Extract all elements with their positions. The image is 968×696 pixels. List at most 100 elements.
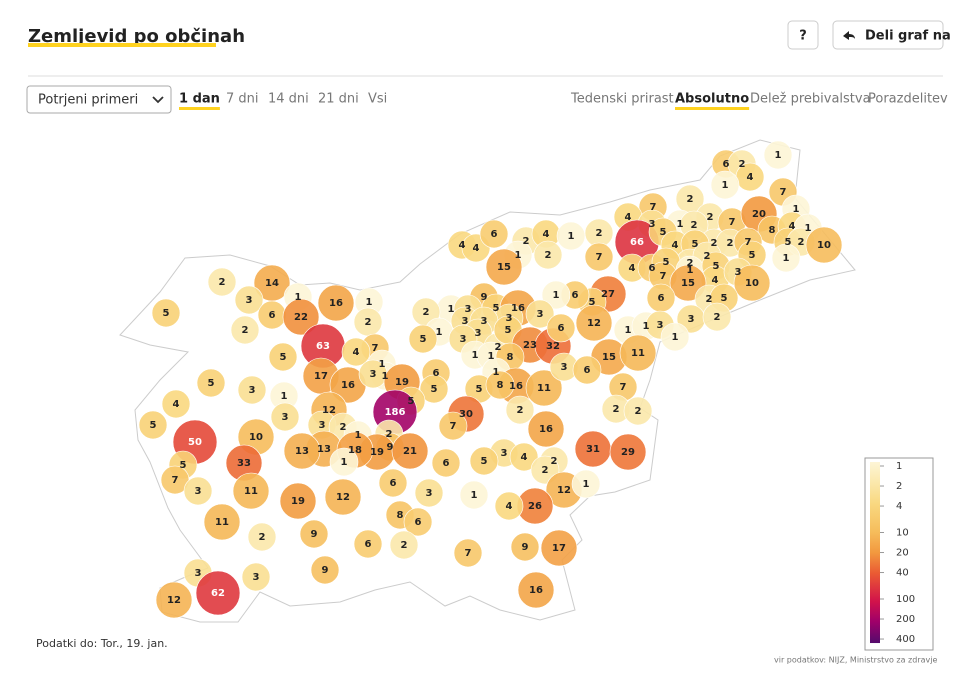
municipality[interactable] bbox=[527, 410, 565, 448]
municipality[interactable] bbox=[299, 519, 329, 549]
municipality[interactable] bbox=[138, 410, 168, 440]
municipality[interactable] bbox=[196, 368, 226, 398]
municipality[interactable] bbox=[232, 472, 270, 510]
measure-tab[interactable]: Tedenski prirast bbox=[570, 92, 674, 107]
measure-tab[interactable]: Porazdelitev bbox=[868, 92, 948, 107]
municipality[interactable] bbox=[771, 243, 801, 273]
municipality[interactable] bbox=[505, 395, 535, 425]
help-label[interactable]: ? bbox=[799, 29, 807, 44]
municipality[interactable] bbox=[571, 469, 601, 499]
municipality[interactable] bbox=[546, 313, 576, 343]
municipality[interactable] bbox=[660, 322, 690, 352]
municipality[interactable] bbox=[282, 298, 320, 336]
municipality[interactable] bbox=[230, 315, 260, 345]
municipality[interactable] bbox=[575, 304, 613, 342]
municipality[interactable] bbox=[517, 571, 555, 609]
municipality[interactable] bbox=[541, 280, 571, 310]
municipality[interactable] bbox=[329, 447, 359, 477]
municipality[interactable] bbox=[619, 334, 657, 372]
municipality[interactable] bbox=[609, 433, 647, 471]
municipality[interactable] bbox=[733, 264, 771, 302]
municipality[interactable] bbox=[234, 285, 264, 315]
municipality[interactable] bbox=[453, 538, 483, 568]
municipality[interactable] bbox=[485, 370, 515, 400]
municipality-label: 6 bbox=[390, 478, 397, 489]
measure-tab[interactable]: Absolutno bbox=[675, 92, 749, 107]
period-tab[interactable]: 21 dni bbox=[318, 92, 359, 107]
municipality[interactable] bbox=[408, 324, 438, 354]
municipality[interactable] bbox=[525, 369, 563, 407]
select[interactable] bbox=[26, 85, 172, 114]
municipality[interactable] bbox=[317, 284, 355, 322]
municipality[interactable] bbox=[572, 355, 602, 385]
municipality[interactable] bbox=[378, 468, 408, 498]
municipality[interactable] bbox=[419, 374, 449, 404]
municipality-label: 12 bbox=[557, 485, 571, 496]
municipality-label: 4 bbox=[789, 221, 796, 232]
municipality[interactable] bbox=[414, 478, 444, 508]
municipality[interactable] bbox=[155, 581, 193, 619]
municipality[interactable] bbox=[623, 396, 653, 426]
municipality-label: 2 bbox=[596, 228, 603, 239]
municipality[interactable] bbox=[389, 530, 419, 560]
municipality-label: 11 bbox=[631, 348, 645, 359]
municipality[interactable] bbox=[151, 298, 181, 328]
municipality[interactable] bbox=[509, 442, 539, 472]
municipality[interactable] bbox=[279, 482, 317, 520]
municipality[interactable] bbox=[207, 267, 237, 297]
municipality[interactable] bbox=[237, 375, 267, 405]
period-tab[interactable]: Vsi bbox=[368, 92, 387, 107]
municipality[interactable] bbox=[353, 529, 383, 559]
municipality[interactable] bbox=[763, 140, 793, 170]
municipality[interactable] bbox=[459, 480, 489, 510]
municipality-label: 3 bbox=[253, 572, 260, 583]
municipality[interactable] bbox=[283, 432, 321, 470]
share-icon[interactable] bbox=[843, 31, 855, 40]
municipality[interactable] bbox=[540, 529, 578, 567]
help-button[interactable] bbox=[787, 20, 819, 50]
municipality-label: 6 bbox=[658, 293, 665, 304]
municipality[interactable] bbox=[324, 478, 362, 516]
municipality[interactable] bbox=[203, 503, 241, 541]
municipality-label: 2 bbox=[523, 236, 530, 247]
municipality[interactable] bbox=[556, 221, 586, 251]
municipality-label: 1 bbox=[471, 490, 478, 501]
municipality[interactable] bbox=[341, 337, 371, 367]
share-button[interactable] bbox=[832, 20, 944, 50]
period-tab[interactable]: 1 dan bbox=[179, 92, 220, 107]
municipality-label: 3 bbox=[370, 369, 377, 380]
municipality[interactable] bbox=[391, 432, 429, 470]
municipality[interactable] bbox=[431, 448, 461, 478]
municipality-label: 21 bbox=[403, 446, 417, 457]
period-tab[interactable]: 14 dni bbox=[268, 92, 309, 107]
municipality[interactable] bbox=[710, 170, 740, 200]
municipality[interactable] bbox=[525, 299, 555, 329]
municipality[interactable] bbox=[161, 389, 191, 419]
municipality[interactable] bbox=[533, 240, 563, 270]
municipality[interactable] bbox=[247, 522, 277, 552]
municipality[interactable] bbox=[479, 219, 509, 249]
measure-tab[interactable]: Delež prebivalstva bbox=[750, 92, 871, 107]
municipality[interactable] bbox=[805, 226, 843, 264]
municipality[interactable] bbox=[438, 411, 468, 441]
municipality[interactable] bbox=[403, 507, 433, 537]
municipality[interactable] bbox=[195, 570, 241, 616]
municipality-label: 3 bbox=[465, 304, 472, 315]
municipality-label: 3 bbox=[319, 420, 326, 431]
municipality[interactable] bbox=[510, 532, 540, 562]
municipality[interactable] bbox=[183, 476, 213, 506]
share-label[interactable]: Deli graf na bbox=[865, 29, 951, 44]
period-tab[interactable]: 7 dni bbox=[226, 92, 259, 107]
municipality[interactable] bbox=[268, 342, 298, 372]
select-label[interactable]: Potrjeni primeri bbox=[38, 93, 138, 108]
municipality[interactable] bbox=[485, 248, 523, 286]
municipality[interactable] bbox=[270, 402, 300, 432]
municipality[interactable] bbox=[494, 491, 524, 521]
municipality[interactable] bbox=[584, 242, 614, 272]
municipality-label: 5 bbox=[481, 456, 488, 467]
municipality[interactable] bbox=[702, 302, 732, 332]
municipality[interactable] bbox=[241, 562, 271, 592]
municipality[interactable] bbox=[310, 555, 340, 585]
select-chevron[interactable] bbox=[152, 96, 164, 104]
municipality[interactable] bbox=[469, 446, 499, 476]
